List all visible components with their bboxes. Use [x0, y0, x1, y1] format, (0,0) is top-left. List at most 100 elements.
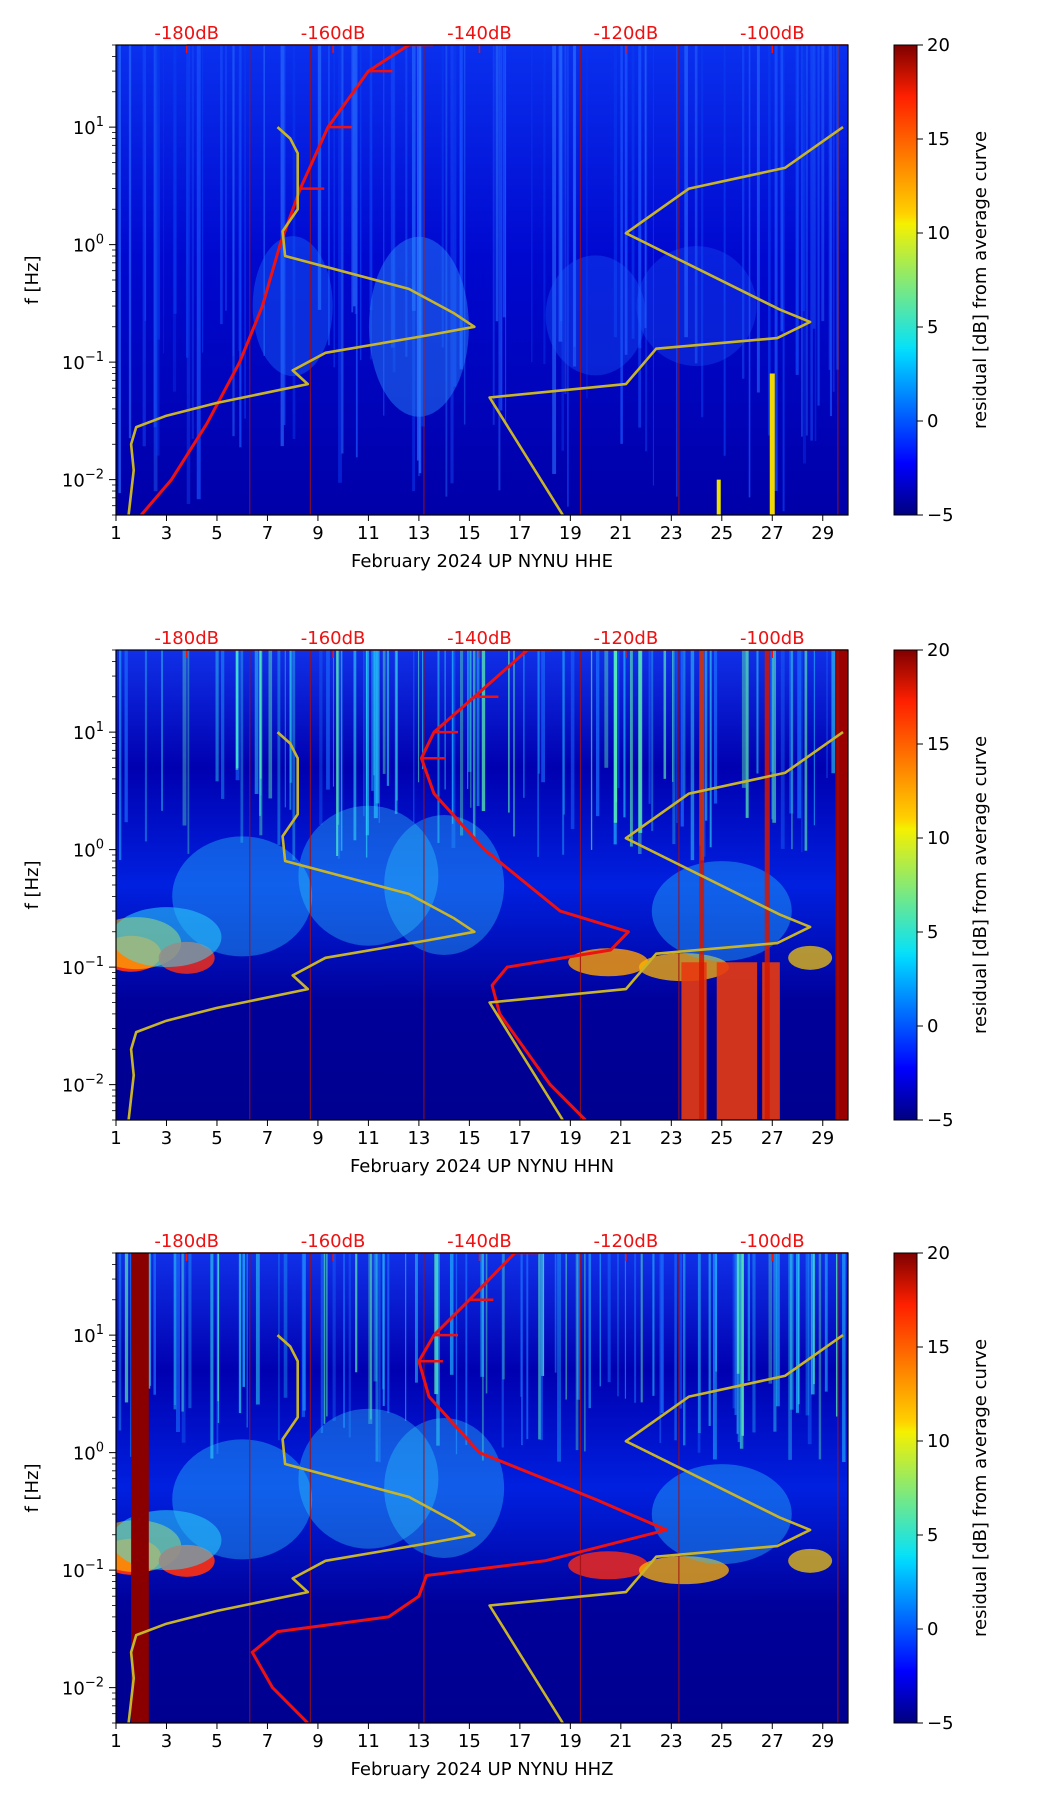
spectrogram-streak [485, 1253, 488, 1394]
spectrogram-streak [319, 650, 323, 825]
spectrogram-streak [355, 45, 358, 458]
colorbar-tick-label: 0 [927, 1016, 938, 1037]
spectrogram-streak [708, 1253, 711, 1426]
spectrogram-streak [340, 650, 343, 851]
spectrogram-streak [539, 1253, 544, 1441]
spectrogram-streak [513, 650, 515, 837]
spectrogram-streak [617, 1253, 619, 1397]
high-energy-block [131, 1253, 149, 1723]
high-energy-block [835, 650, 848, 1120]
spectrogram-streak [451, 650, 456, 848]
spectrogram-streak [629, 650, 633, 847]
spectrogram-streak [455, 1253, 458, 1455]
spectrogram-streak [807, 1253, 812, 1445]
spectrogram-streak [128, 45, 132, 439]
spectrogram-streak [417, 650, 420, 783]
spectrogram-streak [520, 1253, 522, 1397]
colorbar-tick-label: 20 [927, 640, 950, 661]
spectrogram-streak [163, 45, 165, 354]
x-tick-label: 29 [811, 1128, 834, 1149]
spectrogram-streak [709, 650, 712, 848]
y-tick-label: 100 [73, 233, 104, 257]
spectrogram-streak [575, 1253, 579, 1451]
spectrogram-streak [202, 45, 204, 353]
spectrogram-streak [421, 45, 425, 427]
colorbar [893, 44, 918, 516]
spectrogram-texture [118, 45, 844, 515]
spectrogram-streak [538, 650, 541, 774]
x-tick-label: 29 [811, 1731, 834, 1752]
spectrogram-streak [752, 1253, 756, 1433]
spectrogram-streak [821, 45, 825, 322]
spectrogram-streak [740, 1253, 742, 1449]
spectrogram-streak [411, 45, 416, 311]
spectrogram-streak [337, 650, 341, 859]
spectrogram-streak [323, 1253, 326, 1424]
y-axis-label: f [Hz] [22, 255, 43, 304]
spectrogram-streak [436, 1253, 440, 1446]
top-axis-label: -120dB [594, 1231, 659, 1252]
series-line [250, 1253, 668, 1723]
spectrogram-streak [224, 45, 228, 311]
colorbar-label: residual [dB] from average curve [970, 736, 991, 1034]
spectrogram-streak [368, 1253, 373, 1424]
spectrogram-streak [690, 650, 695, 861]
microseism-patch [298, 805, 439, 946]
spectrogram-streak [683, 650, 686, 797]
spectrogram-streak [501, 1253, 504, 1448]
spectrogram-streak [239, 45, 242, 448]
spectrogram-streak [235, 650, 239, 770]
x-tick-label: 21 [609, 1731, 632, 1752]
top-axis-label: -160dB [301, 1231, 366, 1252]
microseism-patch [651, 1464, 792, 1565]
spectrogram-streak [467, 650, 472, 772]
spectrogram-streak [278, 1253, 280, 1441]
colorbar-tick-label: 5 [927, 1525, 938, 1546]
spectrogram-streak [124, 650, 128, 823]
spectrogram-streak [640, 1253, 643, 1403]
microseism-patch [545, 255, 646, 376]
top-axis-label: -140dB [447, 628, 512, 649]
microseism-patch [384, 815, 505, 955]
x-tick-label: 23 [660, 1731, 683, 1752]
spectrogram-streak [191, 45, 194, 439]
x-tick-label: 3 [161, 1128, 172, 1149]
spectrogram-streak [220, 45, 223, 325]
spectrogram-streak [449, 1253, 454, 1375]
spectrogram-streak [292, 45, 296, 440]
spectrogram-streak [451, 650, 454, 824]
spectrogram-streak [741, 1253, 745, 1436]
spectrogram-streak [348, 1253, 351, 1438]
spectrogram-streak [812, 45, 816, 329]
x-tick-label: 15 [458, 523, 481, 544]
spectrogram-streak [586, 45, 588, 399]
x-tick-label: 11 [357, 1731, 380, 1752]
spectrogram-streak [378, 1253, 381, 1463]
spectrogram-streak [343, 1253, 345, 1428]
spectrogram-background [116, 45, 848, 515]
x-tick-label: 11 [357, 523, 380, 544]
spectrogram-streak [570, 650, 575, 830]
spectrogram-streak [704, 650, 708, 821]
colorbar [893, 649, 918, 1121]
spectrogram-streak [370, 45, 372, 360]
spectrogram-streak [674, 1253, 677, 1441]
spectrogram-streak [679, 1253, 683, 1409]
spectrogram-streak [789, 650, 794, 814]
spectrogram-streak [246, 1253, 248, 1428]
spectrogram-texture [116, 1253, 848, 1723]
x-tick-label: 25 [710, 1731, 733, 1752]
spectrogram-streak [390, 45, 395, 348]
spectrogram-streak [543, 45, 546, 365]
spectrogram-streak [541, 1253, 545, 1376]
y-tick-label: 100 [73, 838, 104, 862]
x-tick-label: 11 [357, 1128, 380, 1149]
colorbar-tick-label: 10 [927, 828, 950, 849]
spectrogram-streak [355, 1253, 358, 1373]
spectrogram-streak [336, 650, 339, 856]
spectrogram-streak [156, 45, 161, 340]
spectrogram-streak [829, 45, 833, 417]
spectrogram-streak [375, 1253, 379, 1462]
spectrogram-streak [351, 45, 354, 313]
